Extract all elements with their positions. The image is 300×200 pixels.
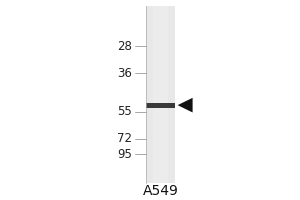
Text: 36: 36 — [117, 67, 132, 80]
Bar — [153, 6, 168, 183]
Polygon shape — [178, 98, 193, 112]
Text: 28: 28 — [117, 40, 132, 53]
Text: 72: 72 — [117, 132, 132, 145]
Bar — [146, 103, 175, 108]
Text: A549: A549 — [142, 184, 178, 198]
Text: 55: 55 — [117, 105, 132, 118]
Text: 95: 95 — [117, 148, 132, 161]
Bar — [146, 6, 175, 183]
